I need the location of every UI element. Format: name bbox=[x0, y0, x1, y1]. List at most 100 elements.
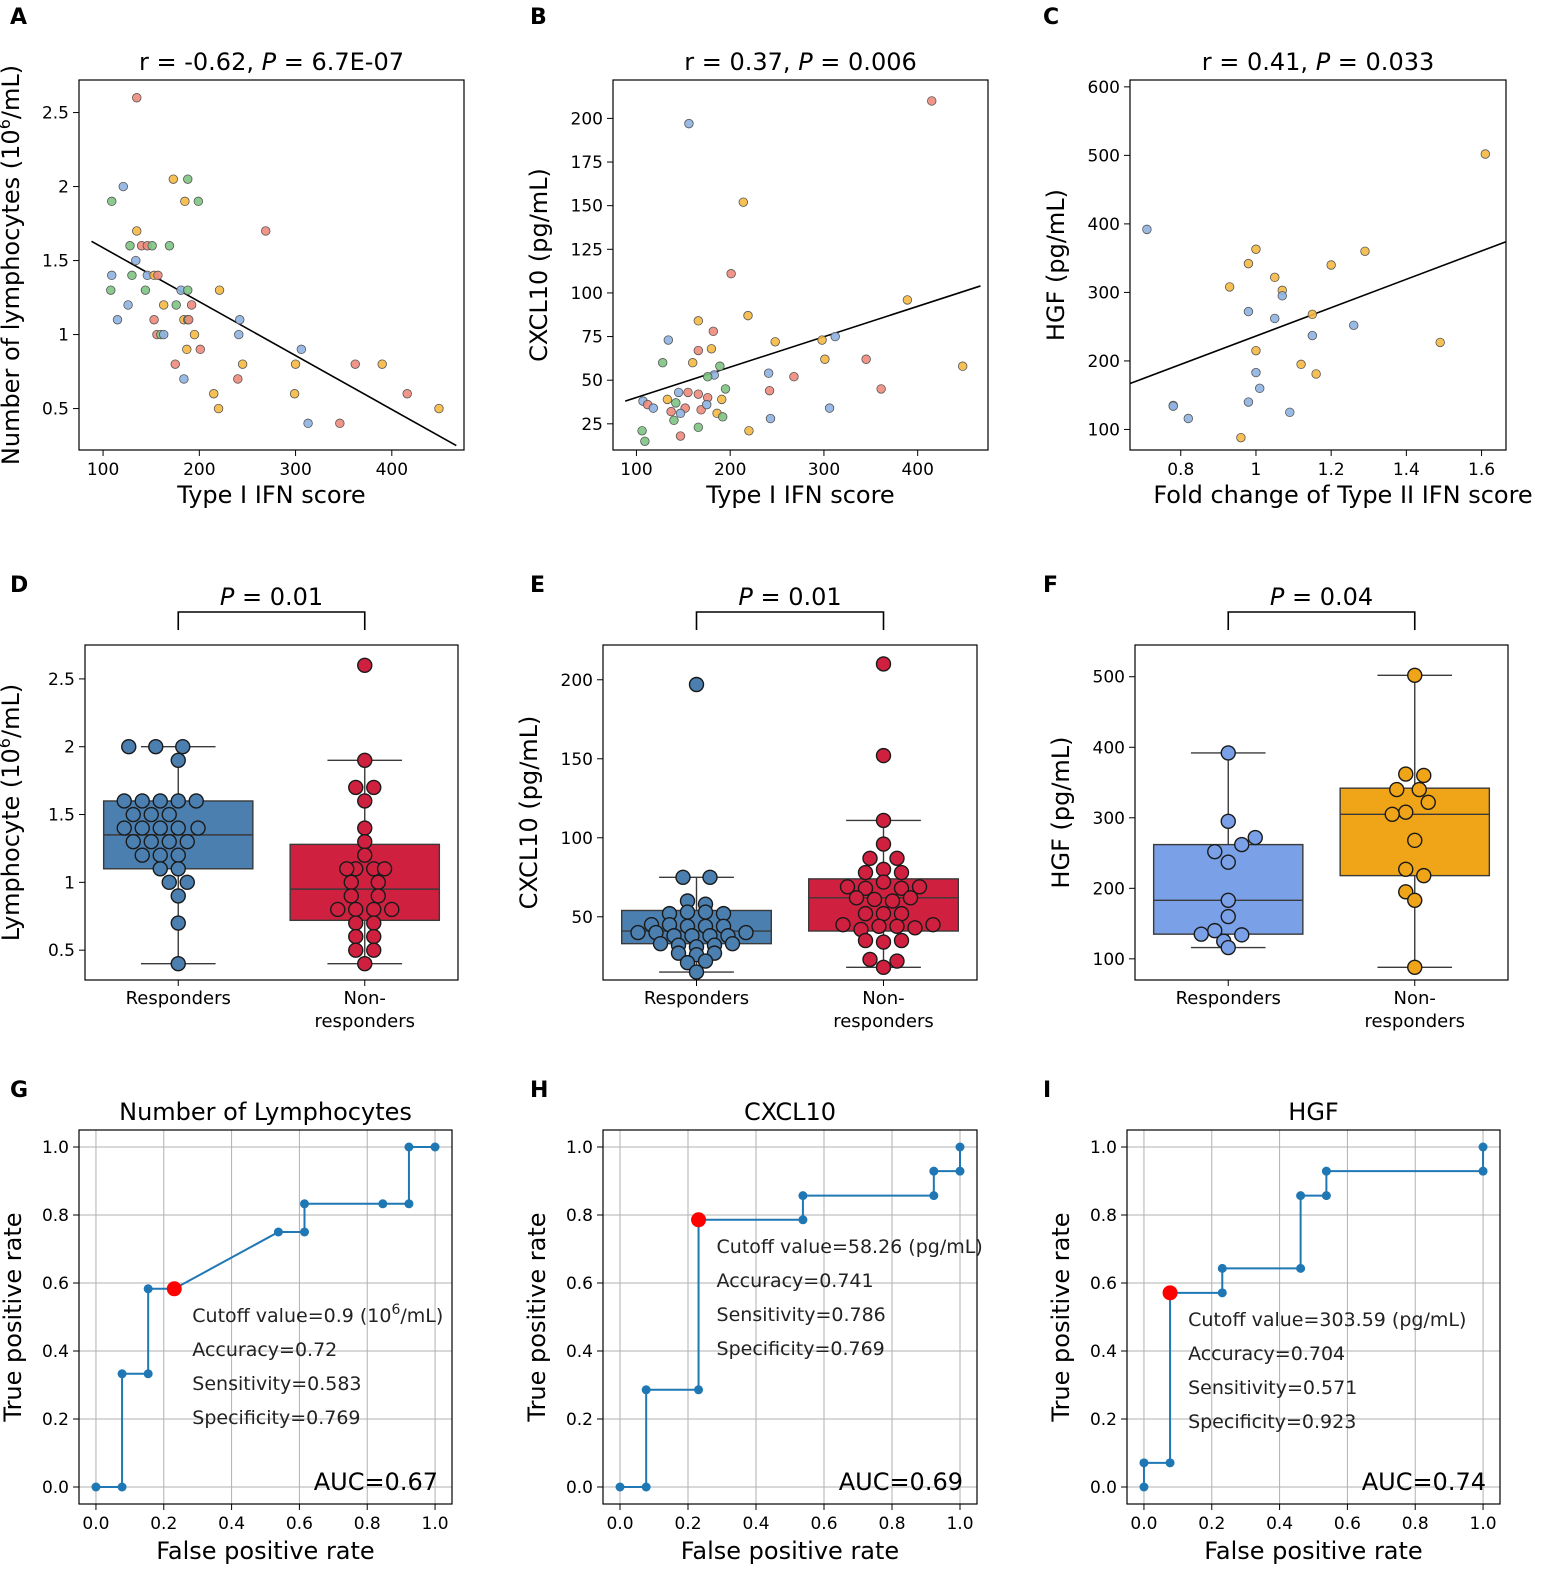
y-tick-label: 200 bbox=[561, 671, 593, 691]
category-label: responders bbox=[314, 1011, 415, 1032]
scatter-point bbox=[1251, 345, 1261, 356]
swarm-point bbox=[889, 850, 905, 867]
roc-point bbox=[117, 1369, 127, 1379]
x-axis-label: False positive rate bbox=[156, 1537, 374, 1565]
swarm-point bbox=[1398, 804, 1414, 820]
scatter-point bbox=[149, 315, 159, 325]
x-tick-label: 0.2 bbox=[674, 1514, 701, 1534]
swarm-point bbox=[1220, 892, 1236, 909]
scatter-point bbox=[684, 118, 694, 129]
y-tick-label: 100 bbox=[1088, 420, 1120, 440]
plot-frame bbox=[1126, 1129, 1501, 1505]
roc-point bbox=[1296, 1191, 1306, 1201]
panel-letter: A bbox=[10, 5, 27, 30]
swarm-point bbox=[688, 964, 705, 980]
y-tick-label: 100 bbox=[571, 284, 603, 304]
scatter-point bbox=[830, 331, 840, 342]
swarm-point bbox=[1220, 908, 1236, 925]
swarm-point bbox=[1407, 959, 1423, 976]
roc-annotation: Cutoff value=58.26 (pg/mL) bbox=[717, 1236, 983, 1258]
auc-label: AUC=0.74 bbox=[1362, 1468, 1486, 1496]
scatter-point bbox=[662, 394, 673, 405]
x-tick-label: 1.6 bbox=[1468, 460, 1495, 480]
panel-b: Br = 0.37, P = 0.006 25 50 75 100 125 150 175 20… bbox=[525, 5, 989, 509]
roc-point bbox=[378, 1199, 388, 1209]
roc-point bbox=[404, 1199, 414, 1209]
scatter-point bbox=[770, 337, 780, 347]
swarm-point bbox=[143, 833, 159, 850]
roc-point bbox=[143, 1284, 153, 1294]
scatter-point bbox=[1224, 282, 1235, 292]
swarm-point bbox=[170, 847, 186, 863]
x-tick-label: 200 bbox=[183, 460, 215, 480]
scatter-point bbox=[663, 335, 674, 345]
y-tick-label: 1.0 bbox=[1090, 1138, 1117, 1158]
swarm-point bbox=[875, 747, 892, 764]
y-tick-label: 300 bbox=[1093, 809, 1125, 829]
swarm-point bbox=[688, 676, 705, 693]
swarm-point bbox=[1234, 836, 1250, 853]
swarm-point bbox=[170, 915, 186, 931]
scatter-point bbox=[824, 403, 835, 413]
y-tick-label: 200 bbox=[571, 109, 603, 129]
swarm-point bbox=[357, 833, 373, 850]
scatter-point bbox=[675, 431, 686, 441]
panel-letter: D bbox=[10, 573, 28, 598]
swarm-point bbox=[357, 820, 373, 836]
roc-annotation: Specificity=0.923 bbox=[1188, 1411, 1356, 1433]
y-tick-label: 150 bbox=[571, 197, 603, 217]
y-tick-label: 50 bbox=[581, 371, 603, 391]
scatter-point bbox=[693, 389, 704, 399]
roc-point bbox=[1165, 1458, 1175, 1468]
roc-point bbox=[299, 1227, 309, 1237]
scatter-point bbox=[171, 300, 181, 310]
x-tick-label: 400 bbox=[901, 460, 933, 480]
scatter-point bbox=[1183, 413, 1193, 424]
y-tick-label: 500 bbox=[1088, 146, 1120, 166]
y-tick-label: 150 bbox=[561, 750, 593, 770]
y-axis-label: HGF (pg/mL) bbox=[1047, 736, 1075, 888]
swarm-point bbox=[911, 879, 928, 895]
y-tick-label: 1 bbox=[58, 326, 69, 346]
swarm-point bbox=[121, 739, 137, 755]
category-label: Responders bbox=[644, 988, 749, 1009]
category-label: Non- bbox=[1394, 988, 1436, 1009]
scatter-point bbox=[817, 335, 827, 345]
plot-frame bbox=[1129, 79, 1507, 451]
scatter-point bbox=[180, 196, 190, 207]
category-label: responders bbox=[833, 1011, 934, 1032]
x-tick-label: 300 bbox=[808, 460, 840, 480]
y-tick-label: 100 bbox=[561, 829, 593, 849]
y-tick-label: 0.5 bbox=[42, 400, 69, 420]
scatter-point bbox=[1311, 369, 1321, 379]
scatter-point bbox=[186, 300, 197, 310]
swarm-point bbox=[116, 793, 132, 809]
y-tick-label: 200 bbox=[1088, 352, 1120, 372]
swarm-point bbox=[366, 928, 382, 945]
scatter-point bbox=[1277, 291, 1287, 301]
cutoff-point bbox=[1162, 1285, 1178, 1301]
x-axis-label: Type I IFN score bbox=[176, 481, 365, 509]
scatter-point bbox=[153, 270, 163, 281]
x-tick-label: 0.6 bbox=[1334, 1514, 1361, 1534]
y-tick-label: 400 bbox=[1088, 215, 1120, 235]
chart-title: CXCL10 bbox=[744, 1098, 836, 1126]
scatter-point bbox=[744, 426, 754, 436]
scatter-point bbox=[671, 398, 681, 408]
roc-point bbox=[955, 1166, 965, 1176]
scatter-point bbox=[706, 344, 717, 354]
plot-frame bbox=[612, 79, 989, 451]
scatter-point bbox=[876, 384, 886, 394]
swarm-point bbox=[875, 861, 892, 878]
swarm-point bbox=[366, 779, 382, 796]
scatter-point bbox=[402, 389, 412, 399]
category-label: Responders bbox=[126, 988, 231, 1009]
scatter-point bbox=[1243, 397, 1254, 407]
plot-frame bbox=[602, 1129, 978, 1505]
y-axis-label: CXCL10 (pg/mL) bbox=[515, 716, 543, 910]
swarm-point bbox=[697, 904, 714, 920]
scatter-point bbox=[377, 359, 387, 369]
swarm-point bbox=[884, 893, 901, 909]
panel-letter: G bbox=[10, 1078, 28, 1103]
swarm-point bbox=[1420, 794, 1436, 810]
